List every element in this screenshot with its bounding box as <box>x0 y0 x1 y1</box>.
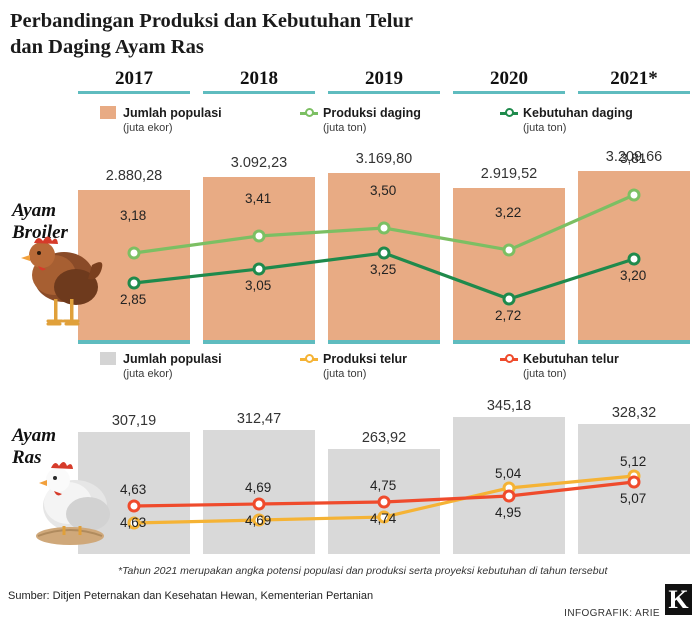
line-dot-icon <box>500 106 518 119</box>
legend-label: Produksi daging <box>323 106 421 120</box>
ras-population-2018: 312,47 <box>236 411 282 427</box>
broiler-population-2020: 2.919,52 <box>480 166 538 182</box>
ras-lines <box>127 469 641 530</box>
legend-label: Jumlah populasi <box>123 106 222 120</box>
ras-kebutuhan-2017: 4,63 <box>120 482 147 497</box>
ras-population-2020: 345,18 <box>486 398 532 414</box>
population-swatch-icon <box>100 352 116 365</box>
legend-ras-kebutuhan: Kebutuhan telur (juta ton) <box>500 352 619 380</box>
legend-broiler-kebutuhan: Kebutuhan daging (juta ton) <box>500 106 633 134</box>
source-text: Sumber: Ditjen Peternakan dan Kesehatan … <box>8 590 374 602</box>
year-header: 2017 2018 2019 2020 2021* <box>78 68 690 96</box>
footnote: *Tahun 2021 merupakan angka potensi popu… <box>118 565 608 577</box>
credit-text: INFOGRAFIK: ARIE <box>564 608 660 619</box>
broiler-legend: Jumlah populasi (juta ekor) Produksi dag… <box>100 106 690 146</box>
broiler-produksi-2021: 3,81 <box>620 151 647 166</box>
ras-legend: Jumlah populasi (juta ekor) Produksi tel… <box>100 352 690 392</box>
ras-kebutuhan-2018: 4,69 <box>245 480 272 495</box>
ras-name-label: Ayam Ras <box>12 425 56 468</box>
broiler-lines <box>127 188 641 306</box>
broiler-kebutuhan-2019: 3,25 <box>370 262 397 277</box>
broiler-bar-2018 <box>203 177 315 340</box>
legend-label: Jumlah populasi <box>123 352 222 366</box>
broiler-kebutuhan-2021: 3,20 <box>620 268 647 283</box>
broiler-kebutuhan-2017: 2,85 <box>120 292 147 307</box>
ras-kebutuhan-2019: 4,75 <box>370 478 397 493</box>
ras-population-2021: 328,32 <box>611 405 657 421</box>
broiler-bar-2020 <box>453 188 565 340</box>
broiler-population-2019: 3.169,80 <box>355 151 413 167</box>
ras-kebutuhan-2021: 5,07 <box>620 491 647 506</box>
line-dot-icon <box>300 352 318 365</box>
broiler-population-2021: 3.209,66 <box>605 149 663 165</box>
legend-sub: (juta ton) <box>523 368 567 380</box>
ras-chart: 307,19 312,47 263,92 345,18 328,32 4,63 … <box>78 398 690 554</box>
page-title: Perbandingan Produksi dan Kebutuhan Telu… <box>10 8 570 60</box>
broiler-produksi-2017: 3,18 <box>120 208 147 223</box>
kebutuhan-daging-points <box>127 246 641 306</box>
ras-chicken-illustration <box>36 462 110 545</box>
kebutuhan-telur-points <box>127 475 641 513</box>
legend-label: Kebutuhan daging <box>523 106 633 120</box>
broiler-chicken-illustration <box>21 236 103 326</box>
broiler-chart: 2.880,28 3.092,23 3.169,80 2.919,52 3.20… <box>78 149 690 340</box>
legend-broiler-population: Jumlah populasi (juta ekor) <box>100 106 222 134</box>
ras-bar-2021 <box>578 424 690 554</box>
ras-kebutuhan-2020: 4,95 <box>495 505 522 520</box>
legend-sub: (juta ton) <box>323 368 367 380</box>
broiler-population-2017: 2.880,28 <box>105 168 163 184</box>
year-2017: 2017 <box>78 68 190 94</box>
year-2020: 2020 <box>453 68 565 94</box>
ras-population-2019: 263,92 <box>361 430 407 446</box>
line-dot-icon <box>500 352 518 365</box>
legend-label: Kebutuhan telur <box>523 352 619 366</box>
year-2021: 2021* <box>578 68 690 94</box>
produksi-daging-points <box>127 188 641 260</box>
ras-produksi-2021: 5,12 <box>620 454 647 469</box>
ras-produksi-2020: 5,04 <box>495 466 522 481</box>
year-2019: 2019 <box>328 68 440 94</box>
legend-ras-produksi: Produksi telur (juta ton) <box>300 352 407 380</box>
legend-label: Produksi telur <box>323 352 408 366</box>
ras-bar-2018 <box>203 430 315 554</box>
population-swatch-icon <box>100 106 116 119</box>
legend-sub: (juta ekor) <box>123 368 173 380</box>
line-dot-icon <box>300 106 318 119</box>
broiler-population-2018: 3.092,23 <box>230 155 288 171</box>
ras-produksi-2018: 4,69 <box>245 513 272 528</box>
legend-sub: (juta ton) <box>323 122 367 134</box>
legend-ras-population: Jumlah populasi (juta ekor) <box>100 352 222 380</box>
ras-population-2017: 307,19 <box>111 413 157 429</box>
legend-sub: (juta ton) <box>523 122 567 134</box>
broiler-produksi-2018: 3,41 <box>245 191 272 206</box>
title-line-1: Perbandingan Produksi dan Kebutuhan Telu… <box>10 10 413 32</box>
ras-produksi-2017: 4,63 <box>120 515 147 530</box>
year-2018: 2018 <box>203 68 315 94</box>
legend-sub: (juta ekor) <box>123 122 173 134</box>
title-line-2: dan Daging Ayam Ras <box>10 36 204 58</box>
legend-broiler-produksi: Produksi daging (juta ton) <box>300 106 421 134</box>
broiler-produksi-2020: 3,22 <box>495 205 522 220</box>
broiler-kebutuhan-2018: 3,05 <box>245 278 272 293</box>
produksi-telur-points <box>127 469 641 530</box>
broiler-name-label: Ayam Broiler <box>12 200 68 243</box>
ras-produksi-2019: 4,74 <box>370 511 397 526</box>
broiler-produksi-2019: 3,50 <box>370 183 397 198</box>
kompas-logo: K <box>665 584 692 615</box>
broiler-baseline <box>78 340 690 344</box>
broiler-kebutuhan-2020: 2,72 <box>495 308 522 323</box>
